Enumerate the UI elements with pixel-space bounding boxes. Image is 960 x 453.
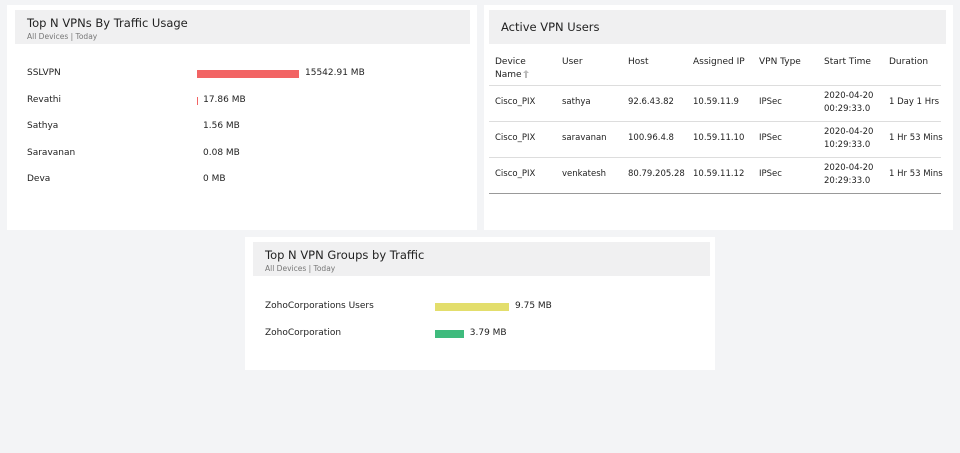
table-cell: saravanan — [562, 133, 607, 143]
active-users-panel: Active VPN Users Device Name User Host Assi… — [484, 5, 953, 230]
value-label: 17.86 MB — [203, 94, 246, 105]
panel-title: Active VPN Users — [501, 20, 600, 34]
row-label: Saravanan — [27, 147, 76, 158]
table-cell: venkatesh — [562, 169, 607, 179]
panel-header: Active VPN Users — [489, 10, 946, 44]
column-header: VPN Type — [759, 57, 801, 67]
sort-icon[interactable] — [523, 70, 529, 78]
header-separator — [489, 85, 941, 86]
table-cell: 2020-04-20 20:29:33.0 — [824, 163, 874, 186]
row-label: ZohoCorporation — [265, 327, 342, 338]
table-cell: 80.79.205.28 — [628, 169, 685, 179]
row-label: Deva — [27, 174, 51, 184]
table-cell: IPSec — [759, 133, 782, 143]
bar — [435, 329, 464, 338]
table-cell: Cisco_PIX — [495, 133, 536, 143]
vpn-groups-panel: Top N VPN Groups by Traffic All Devices … — [245, 237, 715, 370]
row-separator — [489, 121, 941, 122]
row-label: Revathi — [27, 94, 61, 105]
row-separator — [489, 157, 941, 158]
column-header: Device Name — [495, 57, 526, 80]
panel-title: Top N VPNs By Traffic Usage — [27, 16, 188, 30]
value-label: 3.79 MB — [469, 327, 507, 338]
table-cell: IPSec — [759, 97, 782, 107]
vpn-traffic-panel: Top N VPNs By Traffic Usage All Devices … — [7, 5, 477, 230]
panel-subtitle: All Devices | Today — [27, 32, 98, 41]
column-header: Start Time — [824, 57, 871, 67]
row-label: ZohoCorporations Users — [265, 301, 374, 311]
value-label: 0 MB — [203, 174, 226, 184]
table-cell: 2020-04-20 10:29:33.0 — [824, 127, 874, 150]
column-header: User — [562, 57, 583, 67]
value-label: 9.75 MB — [515, 301, 552, 311]
table-cell: 92.6.43.82 — [628, 97, 674, 107]
panel-title: Top N VPN Groups by Traffic — [265, 248, 425, 262]
value-label: 15542.91 MB — [305, 68, 365, 78]
table-cell: 100.96.4.8 — [628, 133, 674, 143]
row-label: SSLVPN — [27, 68, 61, 78]
table-cell: 10.59.11.9 — [693, 97, 739, 107]
panel-header: Top N VPNs By Traffic Usage All Devices … — [15, 10, 470, 44]
table-cell: 1 Hr 53 Mins — [889, 169, 943, 179]
table-cell: Cisco_PIX — [495, 97, 536, 107]
row-label: Sathya — [27, 121, 59, 131]
table-cell: 10.59.11.10 — [693, 133, 745, 143]
table-cell: 1 Hr 53 Mins — [889, 133, 943, 143]
bar — [435, 303, 509, 311]
table-cell: IPSec — [759, 169, 782, 179]
table-cell: Cisco_PIX — [495, 169, 536, 179]
column-header: Assigned IP — [693, 57, 745, 67]
value-label: 0.08 MB — [203, 147, 240, 158]
row-separator — [489, 193, 941, 194]
column-header: Duration — [889, 57, 929, 67]
bar — [197, 70, 299, 78]
column-header: Host — [628, 57, 649, 67]
table-cell: 2020-04-20 00:29:33.0 — [824, 91, 874, 114]
table-cell: 1 Day 1 Hrs — [889, 97, 940, 107]
panel-header: Top N VPN Groups by Traffic All Devices … — [253, 242, 710, 276]
panel-subtitle: All Devices | Today — [265, 264, 336, 273]
table-cell: sathya — [562, 97, 591, 107]
table-cell: 10.59.11.12 — [693, 169, 745, 179]
value-label: 1.56 MB — [203, 121, 240, 131]
